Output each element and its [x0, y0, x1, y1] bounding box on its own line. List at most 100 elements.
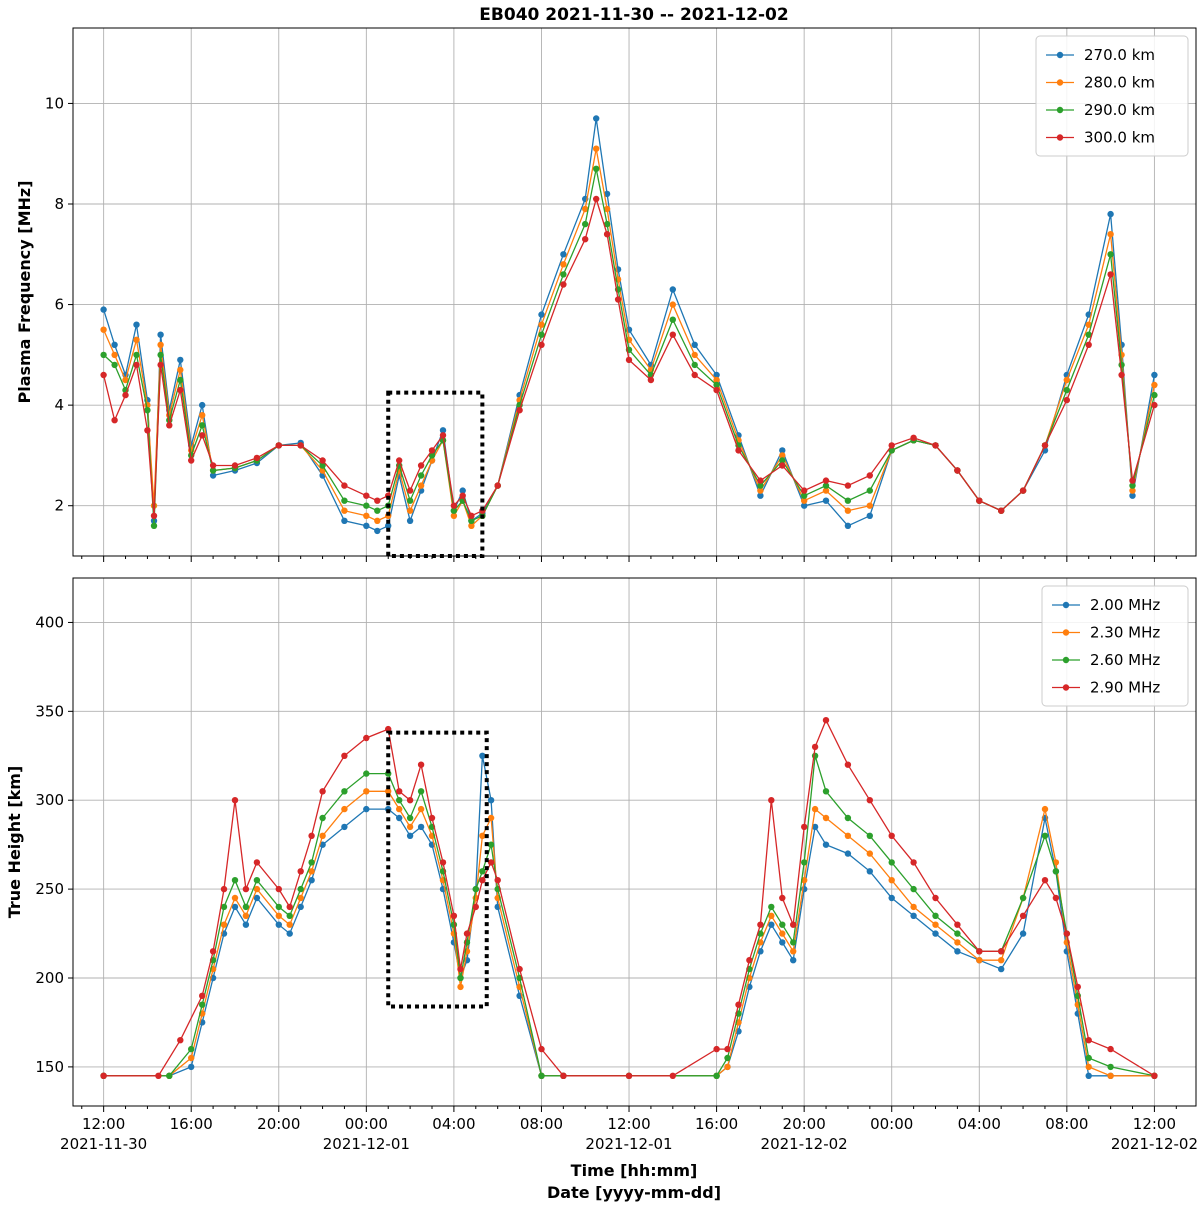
x-tick-label: 12:00: [1133, 1115, 1176, 1133]
data-point: [560, 1072, 567, 1080]
data-point: [713, 1045, 720, 1053]
data-point: [242, 903, 250, 911]
data-point: [385, 522, 392, 529]
data-point: [801, 497, 808, 504]
data-point: [910, 885, 917, 893]
data-point: [713, 371, 720, 379]
data-point: [166, 422, 173, 429]
data-point: [844, 761, 852, 768]
data-point: [209, 462, 217, 469]
data-point: [1052, 868, 1060, 875]
data-point: [468, 512, 475, 519]
data-point: [133, 351, 140, 359]
data-point: [1085, 1037, 1092, 1044]
data-point: [691, 361, 698, 369]
x-tick-label: 04:00: [432, 1115, 475, 1133]
data-point: [231, 894, 239, 902]
data-point: [199, 422, 206, 429]
data-point: [319, 788, 326, 795]
data-point: [122, 391, 129, 399]
data-point: [768, 903, 775, 911]
data-point: [1129, 477, 1136, 484]
data-point: [487, 814, 495, 822]
data-point: [363, 492, 370, 499]
legend-label: 280.0 km: [1084, 74, 1155, 92]
data-point: [1085, 331, 1092, 338]
plot-frame: [72, 577, 1197, 1107]
data-point: [603, 205, 611, 213]
data-point: [1107, 210, 1114, 218]
data-point: [220, 903, 228, 911]
data-point: [779, 894, 786, 902]
data-point: [439, 432, 447, 439]
data-point: [593, 145, 600, 152]
data-point: [1151, 401, 1158, 409]
data-point: [910, 903, 917, 911]
data-point: [459, 487, 466, 494]
data-point: [669, 331, 676, 338]
data-point: [713, 376, 720, 384]
data-point: [647, 376, 655, 384]
data-point: [1074, 983, 1082, 991]
data-point: [779, 452, 786, 459]
data-point: [888, 877, 895, 884]
y-axis-label: Plasma Frequency [MHz]: [15, 180, 34, 403]
data-point: [1107, 1072, 1114, 1080]
data-point: [669, 1072, 676, 1080]
data-point: [866, 472, 873, 479]
data-point: [910, 859, 917, 866]
data-point: [866, 832, 873, 839]
data-point: [253, 454, 261, 462]
legend-label: 270.0 km: [1084, 46, 1155, 64]
data-point: [374, 497, 381, 504]
data-point: [1129, 482, 1136, 489]
data-point: [768, 797, 775, 804]
data-point: [724, 1045, 731, 1053]
legend-marker: [1056, 51, 1064, 59]
data-point: [133, 321, 140, 328]
data-point: [735, 447, 742, 454]
data-point: [844, 482, 852, 489]
data-point: [177, 1037, 184, 1044]
data-point: [844, 507, 852, 514]
data-point: [625, 1072, 633, 1080]
data-point: [457, 974, 464, 982]
data-point: [177, 376, 184, 384]
data-point: [1107, 1045, 1114, 1053]
data-point: [669, 286, 676, 293]
data-point: [479, 832, 486, 839]
data-point: [757, 487, 764, 494]
data-point: [275, 442, 282, 449]
data-point: [341, 752, 348, 759]
data-point: [144, 407, 151, 414]
data-point: [275, 885, 282, 893]
data-point: [1019, 912, 1027, 919]
data-point: [374, 517, 381, 524]
data-point: [932, 894, 939, 902]
data-point: [363, 805, 370, 813]
data-point: [910, 912, 917, 919]
data-point: [406, 507, 414, 514]
data-point: [1129, 492, 1136, 499]
data-point: [1063, 386, 1071, 394]
data-point: [406, 797, 414, 804]
x-axis-label-time: Time [hh:mm]: [571, 1161, 698, 1180]
data-point: [396, 788, 403, 795]
data-point: [932, 442, 939, 449]
data-point: [1085, 1063, 1092, 1071]
series-2-30-MHz: [100, 788, 1158, 1080]
data-point: [297, 894, 304, 902]
data-point: [341, 497, 348, 504]
data-point: [998, 957, 1005, 964]
data-point: [428, 452, 436, 459]
data-point: [976, 497, 983, 504]
data-point: [479, 868, 486, 875]
x-tick-label: 12:00: [607, 1115, 650, 1133]
y-tick-label: 350: [35, 702, 64, 720]
data-point: [822, 841, 830, 848]
highlight-box: [386, 730, 489, 1009]
data-point: [691, 351, 698, 359]
data-point: [177, 366, 184, 374]
data-point: [406, 497, 414, 504]
data-point: [231, 877, 239, 884]
